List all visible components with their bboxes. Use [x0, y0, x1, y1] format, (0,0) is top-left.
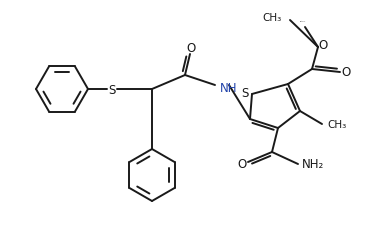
- Text: CH₃: CH₃: [263, 13, 282, 23]
- Text: O: O: [186, 41, 196, 54]
- Text: CH₃: CH₃: [327, 119, 346, 129]
- Text: S: S: [108, 83, 116, 96]
- Text: O: O: [237, 158, 247, 171]
- Text: O: O: [341, 65, 351, 78]
- Text: O: O: [318, 38, 327, 51]
- Text: methoxy: methoxy: [300, 20, 306, 22]
- Text: NH: NH: [220, 81, 238, 94]
- Text: S: S: [241, 86, 249, 99]
- Text: NH₂: NH₂: [302, 158, 324, 171]
